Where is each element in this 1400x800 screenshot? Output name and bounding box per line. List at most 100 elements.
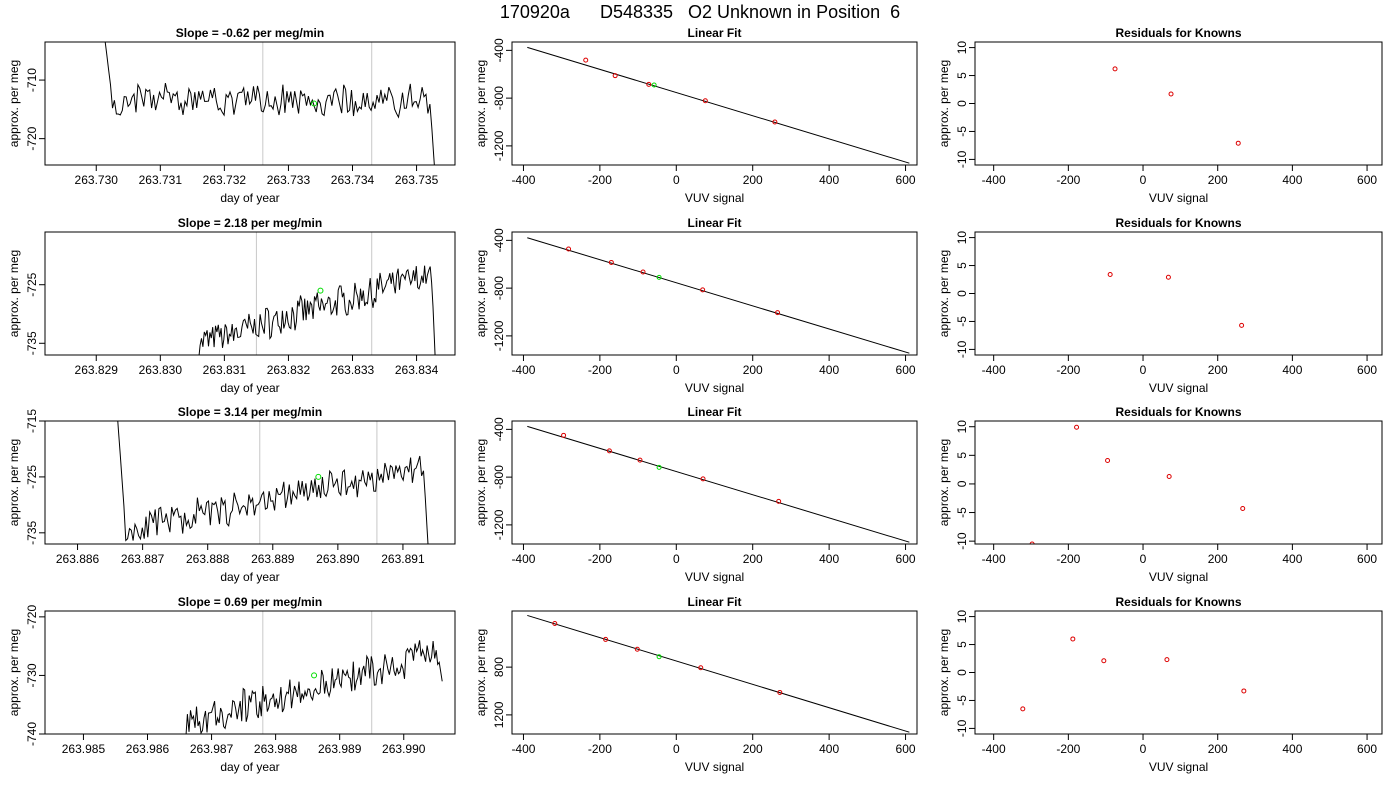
- known-point: [702, 98, 708, 104]
- plot-frame: [974, 420, 1383, 545]
- plot-frame: [974, 610, 1383, 735]
- fit-line: [527, 237, 910, 354]
- chart-panel-7: Slope = 3.14 per meg/min 263.886 263.887 26…: [7, 405, 456, 584]
- x-tick-label: 263.734: [331, 173, 375, 187]
- x-tick-label: 263.830: [139, 363, 183, 377]
- x-tick-label: 263.889: [251, 552, 295, 566]
- fit-line: [527, 614, 910, 733]
- x-tick-label: -200: [588, 552, 612, 566]
- x-tick-label: 263.986: [126, 742, 170, 756]
- known-point: [1107, 271, 1113, 277]
- y-axis-label: approx. per meg: [7, 629, 21, 716]
- y-tick-label: -400: [492, 417, 506, 441]
- y-axis-label: approx. per meg: [474, 439, 488, 526]
- y-tick-label: -10: [955, 719, 969, 737]
- x-tick-label: 263.989: [318, 742, 362, 756]
- chart-title: Slope = 2.18 per meg/min: [178, 216, 322, 230]
- chart-panel-2: Linear Fit -400 -200 0 200 400 600 -400 -800 -120…: [474, 26, 918, 205]
- x-tick-label: 400: [819, 363, 839, 377]
- x-tick-label: 263.886: [56, 552, 100, 566]
- unknown-point: [656, 464, 662, 470]
- y-tick-label: -1200: [492, 320, 506, 351]
- x-tick-label: 263.834: [395, 363, 439, 377]
- x-tick-label: 600: [1357, 552, 1377, 566]
- known-point: [612, 73, 618, 79]
- known-point: [606, 448, 612, 454]
- chart-title: Residuals for Knowns: [1115, 405, 1241, 419]
- y-tick-label: 10: [955, 231, 969, 245]
- x-tick-label: 600: [896, 552, 916, 566]
- y-axis-label: approx. per meg: [474, 629, 488, 716]
- known-point: [1168, 91, 1174, 97]
- plot-area: [527, 614, 910, 733]
- known-point: [1020, 706, 1026, 712]
- y-tick-label: -400: [492, 228, 506, 252]
- fit-line: [527, 425, 910, 543]
- x-tick-label: 263.733: [267, 173, 311, 187]
- x-tick-label: 200: [1208, 173, 1228, 187]
- chart-title: Slope = -0.62 per meg/min: [176, 26, 324, 40]
- known-point: [646, 81, 652, 87]
- known-point: [583, 57, 589, 63]
- y-tick-label: -5: [955, 507, 969, 518]
- x-tick-label: 600: [1357, 742, 1377, 756]
- known-point: [1074, 424, 1080, 430]
- x-tick-label: 0: [1140, 363, 1147, 377]
- x-axis-label: day of year: [220, 570, 279, 584]
- x-tick-label: 200: [743, 552, 763, 566]
- x-tick-label: 400: [1282, 552, 1302, 566]
- y-tick-label: -710: [25, 68, 39, 92]
- x-tick-label: 600: [896, 363, 916, 377]
- known-point: [1240, 506, 1246, 512]
- y-tick-label: -725: [25, 272, 39, 296]
- y-tick-label: -5: [955, 126, 969, 137]
- x-tick-label: 200: [743, 173, 763, 187]
- plot-area: [185, 611, 443, 734]
- x-axis-label: VUV signal: [685, 381, 744, 395]
- x-tick-label: 263.887: [121, 552, 165, 566]
- x-tick-label: 400: [819, 173, 839, 187]
- y-tick-label: -10: [955, 532, 969, 550]
- plot-area: [527, 425, 910, 543]
- x-tick-label: 263.831: [203, 363, 247, 377]
- x-tick-label: 0: [673, 363, 680, 377]
- data-trace-line: [198, 265, 436, 355]
- y-tick-label: 0: [955, 669, 969, 676]
- known-point: [1166, 473, 1172, 479]
- y-tick-label: -5: [955, 695, 969, 706]
- x-tick-label: 600: [1357, 363, 1377, 377]
- unknown-marker: [315, 473, 322, 480]
- y-tick-label: -720: [25, 605, 39, 629]
- x-tick-label: -400: [982, 363, 1006, 377]
- known-point: [552, 621, 558, 627]
- known-point: [634, 646, 640, 652]
- chart-title: Linear Fit: [687, 595, 741, 609]
- x-tick-label: 0: [673, 742, 680, 756]
- plot-area: [1029, 424, 1246, 544]
- y-axis-label: approx. per meg: [7, 439, 21, 526]
- known-point: [775, 310, 781, 316]
- x-tick-label: -200: [1056, 173, 1080, 187]
- known-point: [603, 636, 609, 642]
- chart-title: Linear Fit: [687, 26, 741, 40]
- x-tick-label: -400: [982, 173, 1006, 187]
- x-tick-label: -400: [511, 363, 535, 377]
- x-tick-label: 263.987: [190, 742, 234, 756]
- x-tick-label: -200: [588, 742, 612, 756]
- y-tick-label: -715: [25, 409, 39, 433]
- y-tick-label: 1200: [492, 701, 506, 728]
- known-point: [777, 689, 783, 695]
- plot-frame: [44, 231, 456, 356]
- chart-panel-8: Linear Fit -400 -200 0 200 400 600 -400 -800 -120…: [474, 405, 918, 584]
- chart-panel-9: Residuals for Knowns -400 -200 0 200 400 600 10…: [937, 405, 1383, 584]
- x-tick-label: 263.731: [139, 173, 183, 187]
- chart-title: Slope = 3.14 per meg/min: [178, 405, 322, 419]
- data-trace-line: [104, 42, 435, 165]
- chart-title: Linear Fit: [687, 216, 741, 230]
- plot-frame: [511, 420, 918, 545]
- y-tick-label: -1200: [492, 130, 506, 161]
- x-axis-label: day of year: [220, 191, 279, 205]
- x-axis-label: day of year: [220, 381, 279, 395]
- x-tick-label: 0: [1140, 742, 1147, 756]
- y-tick-label: -800: [492, 465, 506, 489]
